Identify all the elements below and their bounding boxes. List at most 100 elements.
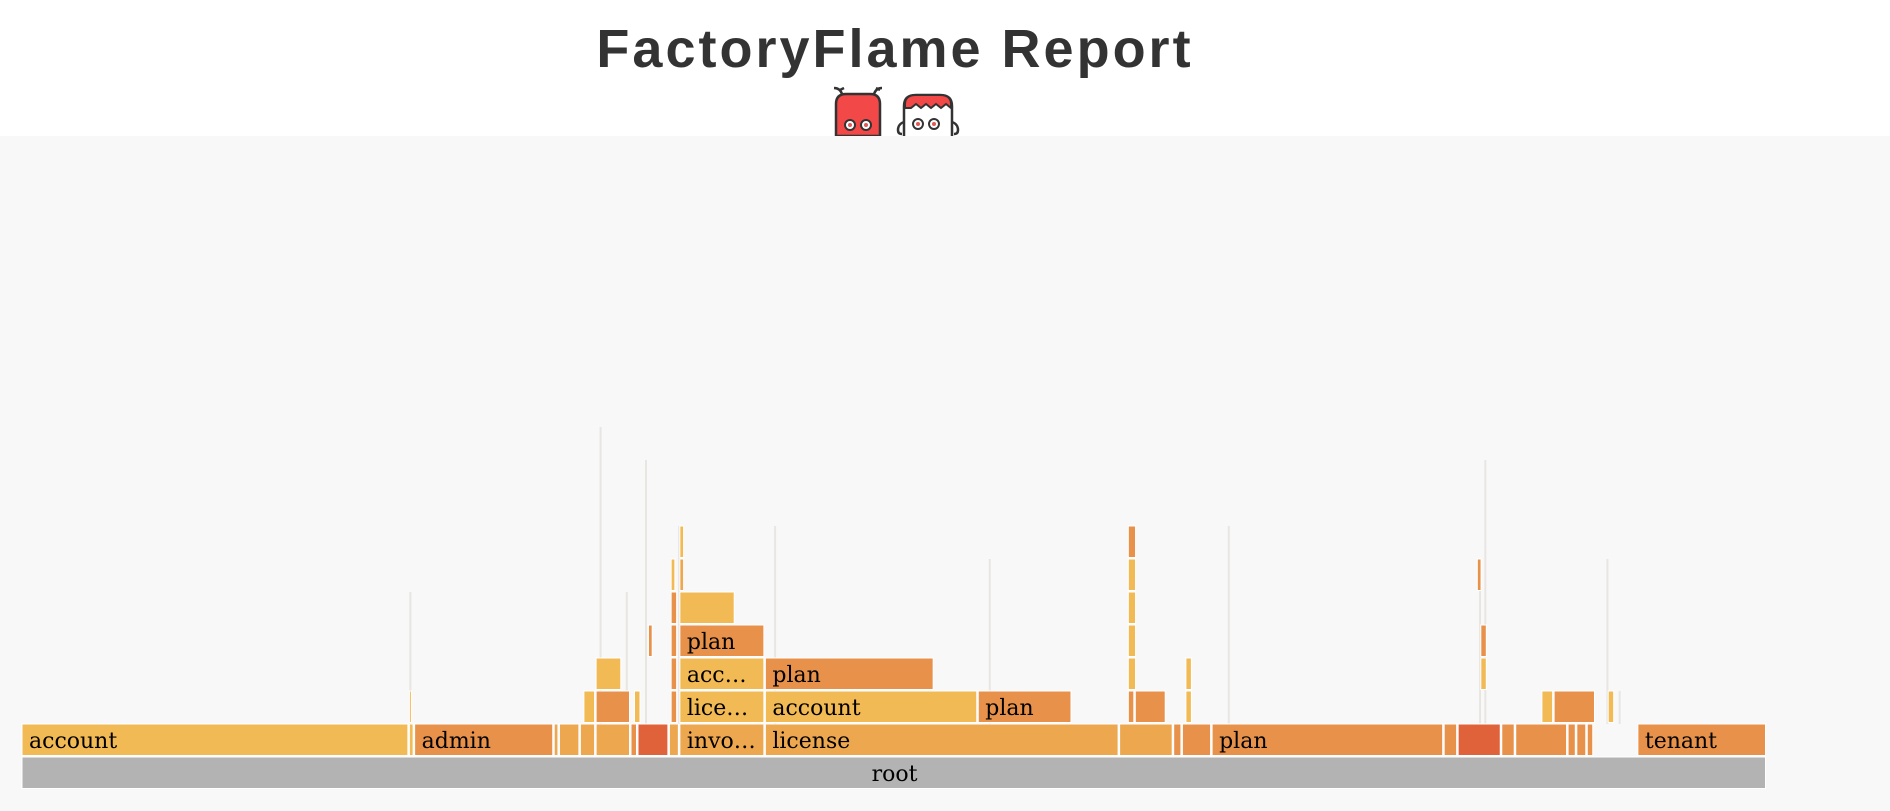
flame-frame[interactable] [1127,591,1137,624]
flame-frame[interactable] [595,723,631,756]
flame-frame-root[interactable]: root [21,756,1766,789]
flame-frame-rect[interactable] [583,690,596,723]
flame-frame-license[interactable]: license [764,723,1119,756]
flame-thin-frame-2[interactable] [625,592,628,724]
flame-thin-frame-8[interactable] [1479,559,1482,724]
flame-frame-rect[interactable] [764,690,978,723]
flame-frame[interactable] [1457,723,1501,756]
flame-frame-rect[interactable] [595,657,622,690]
flame-frame[interactable] [1576,723,1587,756]
flame-frame[interactable] [1567,723,1576,756]
flame-frame-rect[interactable] [21,756,1766,789]
flame-frame-rect[interactable] [679,624,765,657]
flame-frame-rect[interactable] [1181,723,1212,756]
flame-frame[interactable] [647,624,653,657]
flame-frame-rect[interactable] [1480,657,1487,690]
flame-frame-rect[interactable] [414,723,554,756]
flame-frame-rect[interactable] [1586,723,1594,756]
flame-frame-rect[interactable] [633,690,641,723]
flame-frame[interactable] [633,690,641,723]
flame-frame-rect[interactable] [1127,525,1137,558]
flame-frame-rect[interactable] [408,723,414,756]
flame-frame-rect[interactable] [670,558,676,591]
flame-frame[interactable] [1127,525,1137,558]
flame-frame-rect[interactable] [647,624,653,657]
flame-frame[interactable] [679,591,735,624]
flame-frame[interactable] [630,723,637,756]
flame-frame-rect[interactable] [1480,624,1487,657]
flame-frame-rect[interactable] [668,723,679,756]
flame-frame[interactable] [1127,624,1137,657]
flame-frame-rect[interactable] [764,657,934,690]
flame-frame[interactable] [1127,657,1137,690]
flame-thin-frame-5[interactable] [774,526,777,724]
flame-frame-rect[interactable] [670,690,678,723]
flame-frame-rect[interactable] [1173,723,1182,756]
flame-frame-rect[interactable] [670,657,678,690]
flame-frame-rect[interactable] [408,690,412,723]
flame-thin-frame-7[interactable] [1227,526,1230,724]
flame-frame[interactable] [579,723,596,756]
flame-frame-rect[interactable] [670,591,678,624]
flame-frame[interactable] [1127,690,1135,723]
flame-frame-rect[interactable] [1211,723,1444,756]
flame-frame[interactable] [668,723,679,756]
flame-frame-plan[interactable]: plan [764,657,934,690]
flame-frame-rect[interactable] [679,525,685,558]
flame-frame-rect[interactable] [1457,723,1501,756]
flame-thin-frame-11[interactable] [1618,691,1621,724]
flame-frame[interactable] [595,657,622,690]
flame-frame[interactable] [583,690,596,723]
flame-frame[interactable] [1501,723,1515,756]
flame-thin-frame-1[interactable] [599,427,602,724]
flame-thin-frame-4[interactable] [678,526,681,724]
flame-frame-rect[interactable] [1607,690,1615,723]
flame-frame-rect[interactable] [679,558,685,591]
flame-frame-rect[interactable] [1541,690,1554,723]
flame-frame[interactable] [1607,690,1615,723]
flame-frame-rect[interactable] [1119,723,1173,756]
flame-frame-rect[interactable] [1476,558,1482,591]
flame-frame-rect[interactable] [1127,624,1137,657]
flame-frame-account[interactable]: account [21,723,409,756]
flame-thin-frame-3[interactable] [644,460,647,724]
flame-frame-rect[interactable] [21,723,409,756]
flame-frame[interactable] [1541,690,1554,723]
flame-frame-plan[interactable]: plan [1211,723,1444,756]
flame-frame[interactable] [670,624,678,657]
flame-frame-rect[interactable] [1501,723,1515,756]
flame-frame[interactable] [679,558,685,591]
flame-frame[interactable] [1185,657,1192,690]
flame-frame-rect[interactable] [1515,723,1568,756]
flame-frame[interactable] [1119,723,1173,756]
flame-frame-acc[interactable]: acc… [679,657,765,690]
flame-frame[interactable] [1443,723,1458,756]
flame-frame[interactable] [408,723,414,756]
flame-frame[interactable] [670,558,676,591]
flame-frame-plan[interactable]: plan [977,690,1072,723]
flame-frame-rect[interactable] [579,723,596,756]
flame-thin-frame-10[interactable] [1606,559,1609,724]
flame-frame[interactable] [1553,690,1595,723]
flame-frame-rect[interactable] [764,723,1119,756]
flame-frame-rect[interactable] [630,723,637,756]
flame-frame-invo[interactable]: invo… [679,723,765,756]
flame-frame[interactable] [1586,723,1594,756]
flame-frame-tenant[interactable]: tenant [1637,723,1766,756]
flame-thin-frame-6[interactable] [988,559,991,724]
flame-frame[interactable] [408,690,412,723]
flame-frame[interactable] [1173,723,1182,756]
flame-frame[interactable] [1480,624,1487,657]
flame-frame-rect[interactable] [1185,657,1192,690]
flame-frame[interactable] [1181,723,1212,756]
flame-frame-admin[interactable]: admin [414,723,554,756]
flame-frame-rect[interactable] [637,723,669,756]
flame-frame-rect[interactable] [1443,723,1458,756]
flame-frame-rect[interactable] [595,690,631,723]
flame-frame[interactable] [670,690,678,723]
flame-frame[interactable] [679,525,685,558]
flame-frame-rect[interactable] [1127,657,1137,690]
flame-frame[interactable] [1127,558,1137,591]
flame-frame[interactable] [1134,690,1166,723]
flame-frame-rect[interactable] [595,723,631,756]
